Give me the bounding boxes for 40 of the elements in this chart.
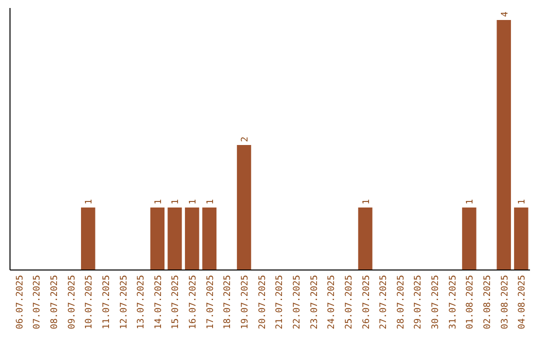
data-label: 1 bbox=[171, 199, 182, 204]
x-tick-label: 12.07.2025 bbox=[119, 275, 130, 330]
x-tick-label: 19.07.2025 bbox=[240, 275, 251, 330]
x-tick-label: 16.07.2025 bbox=[188, 275, 199, 330]
x-tick-label: 28.07.2025 bbox=[396, 275, 406, 330]
data-label: 1 bbox=[84, 199, 95, 204]
x-tick-label: 31.07.2025 bbox=[448, 275, 458, 330]
x-tick-label: 30.07.2025 bbox=[431, 275, 442, 330]
x-tick-label: 01.08.2025 bbox=[466, 275, 476, 330]
x-tick-label: 11.07.2025 bbox=[102, 275, 112, 330]
x-tick-label: 21.07.2025 bbox=[275, 275, 286, 330]
data-label: 1 bbox=[362, 199, 372, 204]
data-label: 1 bbox=[466, 199, 476, 204]
x-tick-label: 02.08.2025 bbox=[483, 275, 494, 330]
x-tick-label: 24.07.2025 bbox=[327, 275, 338, 330]
data-label: 1 bbox=[206, 199, 216, 204]
x-tick-label: 13.07.2025 bbox=[136, 275, 147, 330]
x-tick-label: 07.07.2025 bbox=[32, 275, 43, 330]
x-tick-label: 27.07.2025 bbox=[379, 275, 390, 330]
x-tick-label: 06.07.2025 bbox=[15, 275, 26, 330]
x-tick-label: 18.07.2025 bbox=[223, 275, 234, 330]
x-tick-label: 15.07.2025 bbox=[171, 275, 182, 330]
x-tick-label: 20.07.2025 bbox=[258, 275, 268, 330]
x-tick-label: 26.07.2025 bbox=[362, 275, 372, 330]
x-tick-label: 03.08.2025 bbox=[500, 275, 510, 330]
data-label: 1 bbox=[518, 199, 528, 204]
x-tick-label: 08.07.2025 bbox=[50, 275, 60, 330]
x-tick-label: 17.07.2025 bbox=[206, 275, 216, 330]
data-label: 4 bbox=[500, 12, 510, 17]
x-tick-label: 09.07.2025 bbox=[67, 275, 78, 330]
x-tick-label: 10.07.2025 bbox=[84, 275, 95, 330]
data-label: 1 bbox=[188, 199, 199, 204]
x-tick-label: 23.07.2025 bbox=[310, 275, 320, 330]
x-tick-label: 29.07.2025 bbox=[414, 275, 424, 330]
x-tick-label: 22.07.2025 bbox=[292, 275, 302, 330]
x-tick-label: 04.08.2025 bbox=[518, 275, 528, 330]
data-label: 2 bbox=[240, 136, 251, 142]
x-tick-label: 25.07.2025 bbox=[344, 275, 354, 330]
data-label: 1 bbox=[154, 199, 164, 204]
x-tick-label: 14.07.2025 bbox=[154, 275, 164, 330]
